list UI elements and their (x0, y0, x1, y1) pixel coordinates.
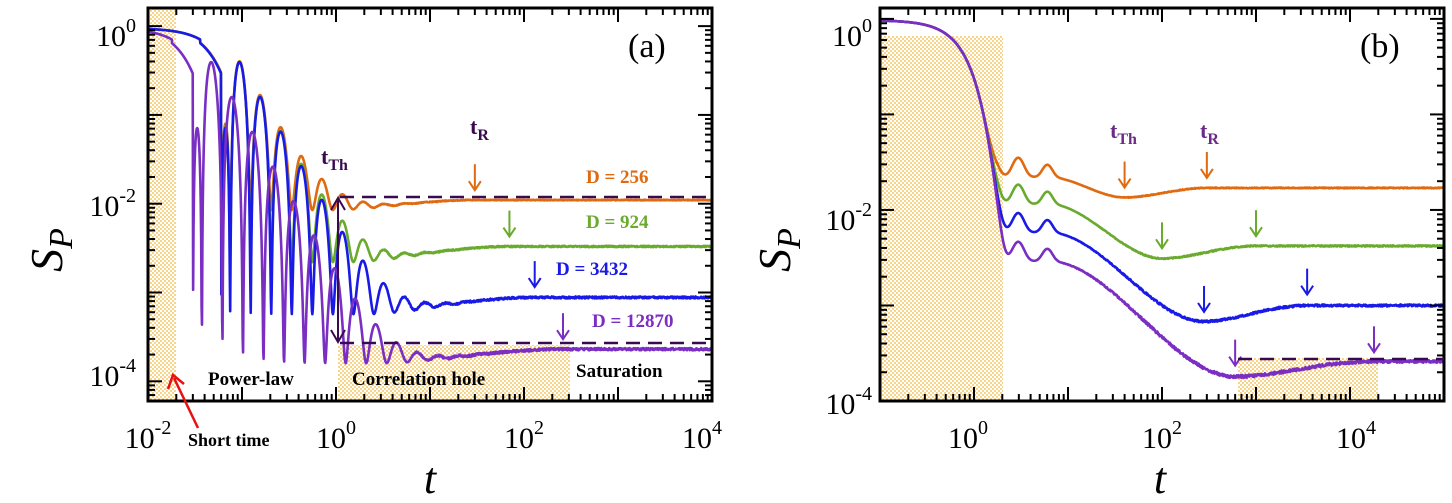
panel-b-ytick-1: 10-2 (825, 199, 872, 237)
short-time-pointer-arrowhead (166, 372, 185, 390)
legend-label-d256: D = 256 (586, 167, 649, 188)
panel-b-xlabel: t (1154, 454, 1168, 503)
panel-a-tth-label: tTh (321, 144, 348, 174)
panel-b-xtick-1: 102 (1142, 417, 1182, 455)
legend-label-d12870: D = 12870 (592, 311, 674, 332)
panel-b-frame (878, 6, 1446, 403)
panel-b-ytick-0: 100 (832, 15, 872, 53)
panel-b-marker-arrow-1-1 (1249, 210, 1263, 238)
panel-a-tr-label: tR (470, 114, 489, 144)
panel-b-ylabel: SP (749, 228, 808, 272)
panel-a-series-line-3 (148, 30, 712, 365)
panel-b-tth-label: tTh (1110, 118, 1137, 148)
panel-a-gap-arrowhead-bottom (330, 329, 346, 344)
panel-a-marker-arrow-2-1 (527, 261, 542, 289)
legend-label-d924: D = 924 (586, 212, 649, 233)
panel-a-ytick-2: 10-4 (89, 355, 136, 393)
panel-b-marker-arrow-3-1 (1367, 326, 1381, 355)
panel-a: (a) SP t 100 10-2 10-4 10-2 100 102 104 … (21, 6, 722, 503)
panel-b-tr-label: tR (1200, 118, 1219, 148)
panel-b-ytick-2: 10-4 (825, 383, 872, 421)
panel-b-series-line-3 (880, 19, 1444, 380)
region-label-saturation: Saturation (576, 361, 663, 382)
panel-a-ytick-0: 100 (96, 15, 136, 53)
panel-a-marker-arrow-3-1 (556, 313, 570, 341)
panel-b-label: (b) (1360, 28, 1400, 65)
panel-a-marker-arrow-0-1 (468, 164, 482, 192)
panel-a-xlabel: t (424, 454, 438, 503)
panel-b-marker-arrow-2-0 (1197, 285, 1211, 314)
panel-a-ylabel: SP (21, 228, 80, 272)
panel-a-xtick-2: 102 (504, 417, 544, 455)
legend-label-d3432: D = 3432 (556, 259, 628, 280)
panel-a-shade-correlation (338, 345, 570, 401)
panel-b-xtick-2: 104 (1336, 417, 1376, 455)
panel-b: (b) SP t 100 10-2 10-4 100 102 104 tTh t… (749, 6, 1446, 503)
panel-a-xtick-3: 104 (682, 417, 722, 455)
panel-b-shade-saturation (1238, 358, 1378, 401)
panel-b-marker-arrow-0-0 (1117, 161, 1132, 190)
region-label-correlation-hole: Correlation hole (352, 369, 485, 390)
panel-a-gap-arrowhead-top (330, 196, 346, 211)
panel-a-xtick-1: 100 (316, 417, 356, 455)
panel-b-marker-arrow-1-0 (1155, 222, 1169, 251)
region-label-short-time: Short time (188, 430, 269, 450)
panel-a-shading (148, 8, 570, 401)
panel-a-xtick-0: 10-2 (125, 417, 172, 455)
panel-a-series-group (148, 27, 712, 365)
panel-b-marker-arrow-0-1 (1200, 151, 1214, 180)
short-time-pointer-arrow (172, 377, 200, 429)
panel-a-ytick-1: 10-2 (89, 185, 136, 223)
panel-b-series-group (880, 19, 1444, 380)
panel-b-marker-arrow-2-1 (1300, 268, 1314, 297)
panel-a-series-line-2 (148, 27, 712, 316)
panel-b-shading (880, 36, 1378, 401)
panel-b-xtick-0: 100 (948, 417, 988, 455)
panel-b-shade-short (880, 36, 1003, 401)
panel-a-marker-arrow-1-1 (502, 210, 517, 239)
panel-a-label: (a) (628, 28, 666, 65)
region-label-power-law: Power-law (208, 369, 294, 390)
panel-a-frame (146, 6, 714, 403)
